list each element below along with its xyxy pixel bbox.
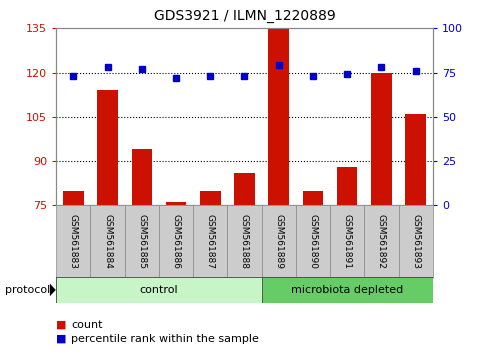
Text: GSM561888: GSM561888 — [240, 214, 248, 269]
Bar — [370, 73, 391, 205]
Text: GSM561883: GSM561883 — [69, 214, 78, 269]
Bar — [159, 205, 193, 278]
Text: microbiota depleted: microbiota depleted — [290, 285, 403, 295]
Text: GSM561890: GSM561890 — [308, 214, 317, 269]
Bar — [56, 277, 261, 303]
Bar — [405, 114, 425, 205]
Text: GSM561891: GSM561891 — [342, 214, 351, 269]
Text: GSM561886: GSM561886 — [171, 214, 180, 269]
Bar — [97, 90, 118, 205]
Bar — [398, 205, 432, 278]
Bar — [268, 28, 288, 205]
Bar — [329, 205, 364, 278]
Bar — [124, 205, 159, 278]
Bar — [90, 205, 124, 278]
Bar — [56, 205, 90, 278]
Bar — [227, 205, 261, 278]
Text: GSM561893: GSM561893 — [410, 214, 419, 269]
Text: GSM561887: GSM561887 — [205, 214, 214, 269]
Text: GSM561885: GSM561885 — [137, 214, 146, 269]
Text: GSM561889: GSM561889 — [274, 214, 283, 269]
Text: GSM561892: GSM561892 — [376, 214, 385, 269]
Bar — [302, 190, 323, 205]
Polygon shape — [50, 284, 56, 296]
Text: GSM561884: GSM561884 — [103, 214, 112, 269]
Bar — [234, 173, 254, 205]
Text: ■: ■ — [56, 334, 66, 344]
Text: ■: ■ — [56, 320, 66, 330]
Bar — [261, 277, 432, 303]
Text: protocol: protocol — [5, 285, 50, 295]
Bar — [165, 202, 186, 205]
Bar — [295, 205, 329, 278]
Bar — [63, 190, 83, 205]
Bar — [131, 149, 152, 205]
Text: percentile rank within the sample: percentile rank within the sample — [71, 334, 258, 344]
Text: control: control — [140, 285, 178, 295]
Bar — [336, 167, 357, 205]
Bar — [364, 205, 398, 278]
Text: count: count — [71, 320, 102, 330]
Text: GDS3921 / ILMN_1220889: GDS3921 / ILMN_1220889 — [153, 9, 335, 23]
Bar — [200, 190, 220, 205]
Bar — [193, 205, 227, 278]
Bar — [261, 205, 295, 278]
